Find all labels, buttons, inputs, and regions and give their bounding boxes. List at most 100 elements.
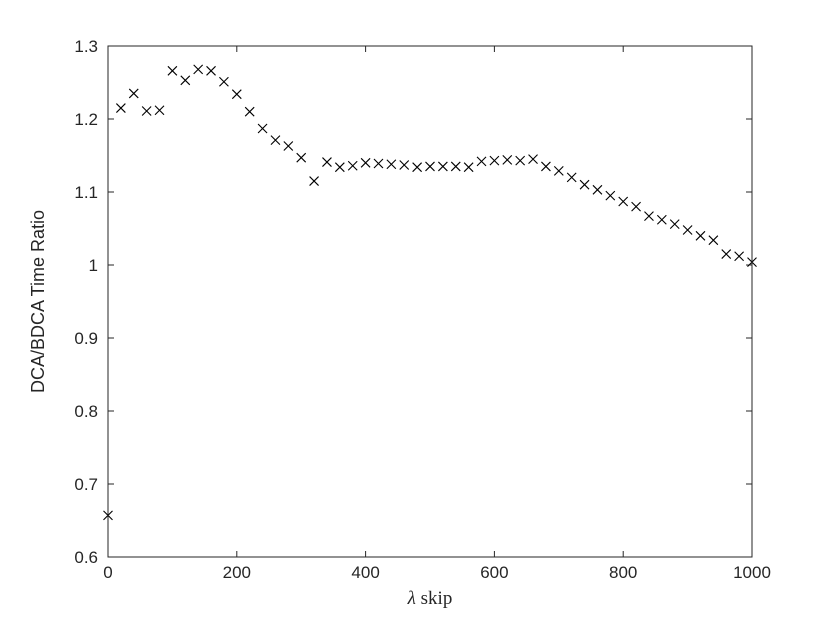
data-point xyxy=(708,235,719,246)
data-point xyxy=(425,161,435,172)
x-marker xyxy=(579,179,590,190)
data-point xyxy=(695,230,706,241)
data-point xyxy=(450,161,461,172)
y-tick-label: 1.3 xyxy=(74,37,98,56)
data-point xyxy=(566,172,577,183)
x-axis-label: λ skip xyxy=(407,588,453,609)
data-point xyxy=(631,201,641,212)
x-marker xyxy=(322,157,332,167)
data-point xyxy=(682,225,693,235)
data-point xyxy=(399,160,410,170)
data-point xyxy=(244,106,255,117)
x-marker xyxy=(644,211,654,221)
data-point xyxy=(296,152,307,163)
data-point xyxy=(347,160,358,171)
x-axis-label-text: skip xyxy=(416,588,452,609)
x-marker xyxy=(566,172,577,183)
x-marker xyxy=(244,106,255,117)
x-marker xyxy=(528,154,538,165)
data-point xyxy=(734,251,745,262)
data-point xyxy=(528,154,538,165)
x-marker xyxy=(425,161,435,172)
x-marker xyxy=(553,165,564,176)
y-tick-label: 1.1 xyxy=(74,183,98,202)
x-tick-label: 200 xyxy=(223,563,251,582)
x-marker xyxy=(386,159,397,170)
data-point xyxy=(502,154,513,165)
markers-layer xyxy=(103,64,757,521)
x-marker xyxy=(231,89,242,100)
x-tick-label: 600 xyxy=(480,563,508,582)
data-point xyxy=(154,105,165,116)
x-marker xyxy=(180,75,191,86)
data-point xyxy=(206,65,216,76)
data-point xyxy=(605,190,616,201)
data-point xyxy=(669,219,680,230)
x-marker xyxy=(656,214,667,225)
data-point xyxy=(231,89,242,100)
data-point xyxy=(334,162,345,173)
x-marker xyxy=(721,249,732,259)
data-point xyxy=(618,196,629,207)
x-marker xyxy=(154,105,165,116)
y-tick-label: 1.2 xyxy=(74,110,98,129)
data-point xyxy=(167,65,178,76)
data-point xyxy=(592,184,603,195)
data-point xyxy=(360,157,371,168)
x-tick-label: 0 xyxy=(103,563,112,582)
data-point xyxy=(515,155,526,166)
x-marker xyxy=(437,161,448,172)
data-point xyxy=(115,103,126,113)
data-point xyxy=(541,161,551,172)
x-marker xyxy=(334,162,345,173)
x-marker xyxy=(283,141,294,151)
data-point xyxy=(128,88,139,99)
data-point xyxy=(463,162,474,173)
x-marker xyxy=(141,106,152,116)
x-marker xyxy=(309,176,319,186)
x-marker xyxy=(541,161,551,172)
x-marker xyxy=(360,157,371,168)
x-tick-label: 1000 xyxy=(733,563,771,582)
x-marker xyxy=(412,162,423,173)
data-point xyxy=(257,123,268,134)
x-marker xyxy=(399,160,410,170)
x-marker xyxy=(347,160,358,171)
x-marker xyxy=(193,64,204,75)
y-axis-label: DCA/BDCA Time Ratio xyxy=(28,210,48,393)
x-marker xyxy=(618,196,629,207)
y-tick-label: 0.7 xyxy=(74,475,98,494)
y-tick-label: 0.8 xyxy=(74,402,98,421)
x-marker xyxy=(605,190,616,201)
x-marker xyxy=(167,65,178,76)
y-tick-label: 0.9 xyxy=(74,329,98,348)
x-marker xyxy=(502,154,513,165)
data-point xyxy=(721,249,732,259)
data-point xyxy=(489,155,500,166)
x-marker xyxy=(669,219,680,230)
x-axis-label-symbol: λ xyxy=(407,588,416,609)
ticks-layer: 0 200 400 600 800 1000 0.6 0.7 0.8 0.9 1 1.1 1.2 1.3 xyxy=(74,37,771,582)
x-marker xyxy=(682,225,693,235)
x-marker xyxy=(296,152,307,163)
data-point xyxy=(579,179,590,190)
x-marker xyxy=(708,235,719,246)
x-marker xyxy=(257,123,268,134)
data-point xyxy=(283,141,294,151)
x-marker xyxy=(219,76,229,87)
data-point xyxy=(270,135,281,146)
data-point xyxy=(412,162,423,173)
data-point xyxy=(180,75,191,86)
data-point xyxy=(644,211,654,221)
x-marker xyxy=(115,103,126,113)
plot-area-box xyxy=(107,45,753,558)
data-point xyxy=(553,165,564,176)
y-tick-label: 0.6 xyxy=(74,548,98,567)
x-marker xyxy=(128,88,139,99)
data-point xyxy=(437,161,448,172)
data-point xyxy=(373,158,384,169)
y-tick-label: 1 xyxy=(89,256,98,275)
x-marker xyxy=(515,155,526,166)
